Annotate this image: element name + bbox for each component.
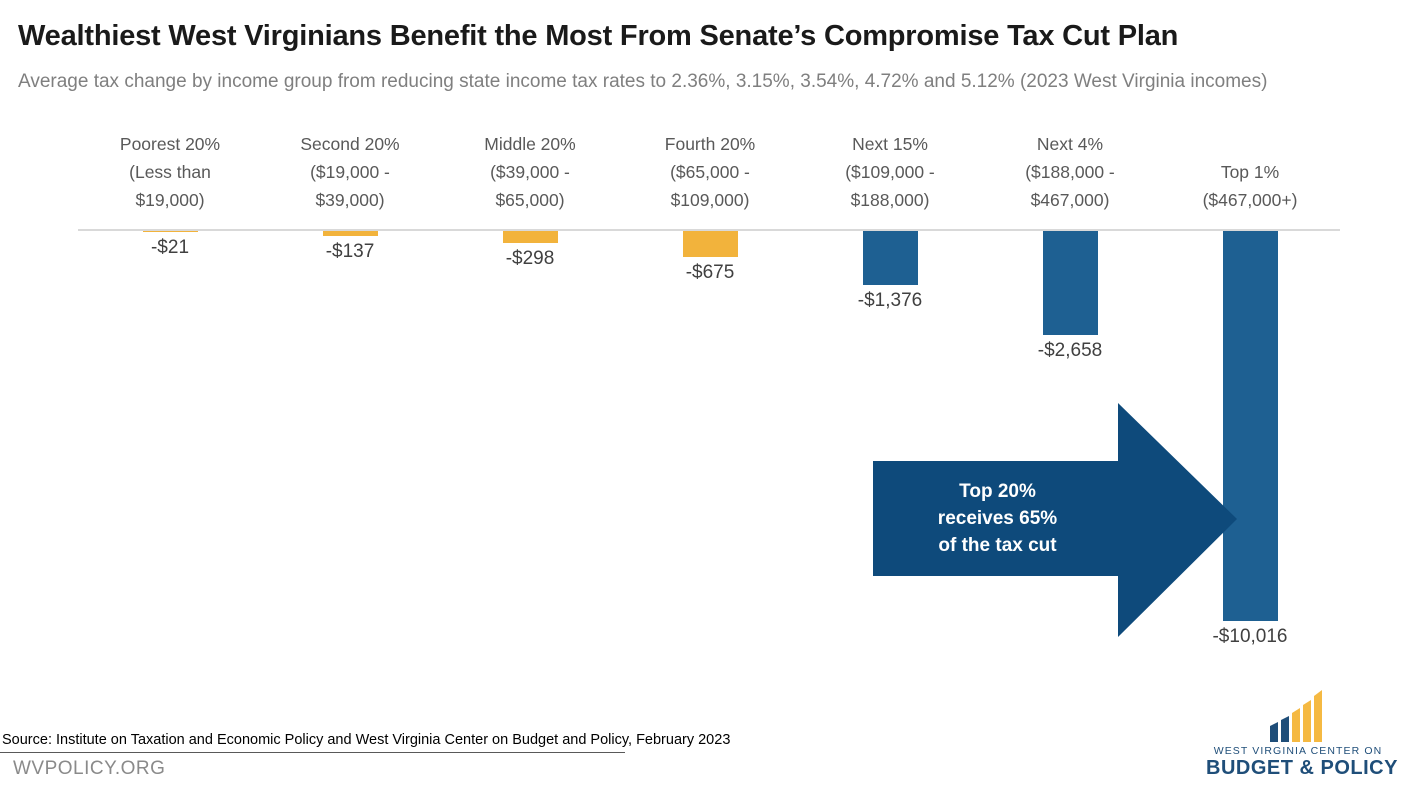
category-label: Second 20% ($19,000 - $39,000) (260, 126, 440, 214)
category-label-line: $188,000) (850, 190, 930, 210)
category-label: Middle 20% ($39,000 - $65,000) (440, 126, 620, 214)
category-label-line: $39,000) (315, 190, 385, 210)
axis-baseline (78, 229, 1340, 231)
arrow-annotation-line: Top 20% (959, 481, 1036, 502)
category-label-line: ($467,000+) (1202, 190, 1298, 210)
category-label-line: ($19,000 - (310, 162, 390, 182)
category-label-line: ($65,000 - (670, 162, 750, 182)
arrow-annotation: Top 20% receives 65% of the tax cut (880, 478, 1115, 559)
category-label-line: $109,000) (670, 190, 750, 210)
category-label: Fourth 20% ($65,000 - $109,000) (620, 126, 800, 214)
category-label-line: ($109,000 - (845, 162, 935, 182)
bar (322, 231, 378, 236)
category-label-line: $19,000) (135, 190, 205, 210)
value-label: -$1,376 (857, 290, 923, 311)
value-label: -$2,658 (1037, 340, 1103, 361)
category-label-line: Top 1% (1220, 162, 1280, 182)
category-label-line: (Less than (129, 162, 211, 182)
category-label-line: Fourth 20% (664, 134, 756, 154)
chart-subtitle: Average tax change by income group from … (18, 71, 1268, 92)
website-label: WVPOLICY.ORG (13, 758, 166, 779)
value-label: -$298 (505, 248, 555, 269)
chart-column: Top 1% ($467,000+) -$10,016 (1160, 0, 1340, 700)
value-label: -$675 (685, 262, 735, 283)
arrow-annotation-line: receives 65% (937, 508, 1058, 529)
value-label: -$10,016 (1212, 626, 1288, 647)
arrow-annotation-line: of the tax cut (938, 535, 1057, 556)
category-label-line: Next 15% (852, 134, 928, 154)
category-label-line: $467,000) (1030, 190, 1110, 210)
chart-column: Poorest 20% (Less than $19,000) -$21 (80, 0, 260, 700)
bar (862, 231, 918, 285)
chart-column: Second 20% ($19,000 - $39,000) -$137 (260, 0, 440, 700)
bar (142, 231, 198, 232)
category-label: Next 4% ($188,000 - $467,000) (980, 126, 1160, 214)
org-logo: WEST VIRGINIA CENTER ON BUDGET & POLICY (1206, 686, 1398, 780)
category-label-line: Poorest 20% (119, 134, 221, 154)
category-label-line: Middle 20% (484, 134, 576, 154)
category-label: Poorest 20% (Less than $19,000) (80, 126, 260, 214)
category-label-line: Next 4% (1036, 134, 1104, 154)
value-label: -$137 (325, 241, 375, 262)
logo-text-bottom: BUDGET & POLICY (1206, 757, 1398, 779)
value-label: -$21 (150, 237, 190, 258)
chart-column: Next 4% ($188,000 - $467,000) -$2,658 (980, 0, 1160, 700)
category-label: Next 15% ($109,000 - $188,000) (800, 126, 980, 214)
category-label-line: ($188,000 - (1025, 162, 1115, 182)
bar (1222, 231, 1278, 621)
category-label-line: $65,000) (495, 190, 565, 210)
source-note: Source: Institute on Taxation and Econom… (2, 732, 731, 748)
bar (1042, 231, 1098, 335)
page-title: Wealthiest West Virginians Benefit the M… (18, 20, 1179, 52)
category-label-line: ($39,000 - (490, 162, 570, 182)
chart-column: Middle 20% ($39,000 - $65,000) -$298 (440, 0, 620, 700)
category-label-line: Second 20% (300, 134, 400, 154)
bar (682, 231, 738, 257)
chart-column: Next 15% ($109,000 - $188,000) -$1,376 (800, 0, 980, 700)
source-underline (0, 752, 625, 753)
chart-column: Fourth 20% ($65,000 - $109,000) -$675 (620, 0, 800, 700)
logo-bars-icon (1270, 690, 1322, 742)
category-label: Top 1% ($467,000+) (1160, 126, 1340, 214)
right-arrow-shape (873, 403, 1237, 637)
bar (502, 231, 558, 243)
logo-text-top: WEST VIRGINIA CENTER ON (1213, 745, 1383, 757)
